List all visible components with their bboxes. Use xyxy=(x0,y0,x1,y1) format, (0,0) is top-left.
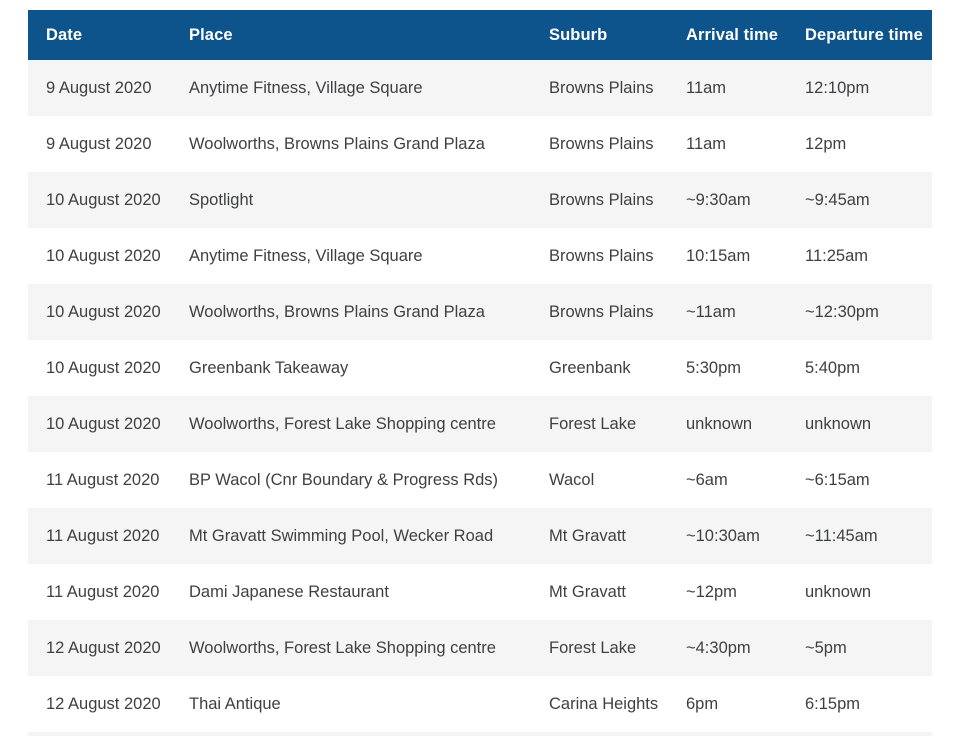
cell-place: Anytime Fitness, Village Square xyxy=(189,78,423,97)
cell-date: 12 August 2020 xyxy=(46,694,161,713)
table-row: 10 August 2020 Greenbank Takeaway Greenb… xyxy=(28,340,932,396)
table-row: 12 August 2020 Woolworths, Forest Lake S… xyxy=(28,620,932,676)
cell-arrival-time: 10:15am xyxy=(686,246,751,265)
cell-arrival-time: ~12pm xyxy=(686,582,737,601)
cell-departure-time: 11:25am xyxy=(805,246,868,265)
cell-date: 10 August 2020 xyxy=(46,414,161,433)
cell-place: BP Wacol (Cnr Boundary & Progress Rds) xyxy=(189,470,499,489)
cell-arrival-time: ~11am xyxy=(686,302,736,321)
cell-place: Greenbank Takeaway xyxy=(189,358,349,377)
cell-arrival-time: 6pm xyxy=(686,694,719,713)
cell-departure-time: unknown xyxy=(805,414,872,433)
cell-suburb: Browns Plains xyxy=(549,78,654,97)
cell-date: 10 August 2020 xyxy=(46,358,161,377)
cell-place: Thai Antique xyxy=(189,694,281,713)
table-row: 10 August 2020 Woolworths, Forest Lake S… xyxy=(28,396,932,452)
cell-place: Spotlight xyxy=(189,190,254,209)
cell-place: Woolworths, Forest Lake Shopping centre xyxy=(189,414,496,433)
cell-suburb: Browns Plains xyxy=(549,190,654,209)
cell-place: Woolworths, Browns Plains Grand Plaza xyxy=(189,134,485,153)
cell-suburb: Wacol xyxy=(549,470,595,489)
table-row: 9 August 2020 Woolworths, Browns Plains … xyxy=(28,116,932,172)
table-row: 9 August 2020 Anytime Fitness, Village S… xyxy=(28,60,932,116)
cell-date: 10 August 2020 xyxy=(46,302,161,321)
cell-date: 11 August 2020 xyxy=(46,526,160,545)
table-row: 12 August 2020 Thai Antique Carina Heigh… xyxy=(28,676,932,732)
cell-place: Woolworths, Browns Plains Grand Plaza xyxy=(189,302,485,321)
cell-departure-time: ~6:15am xyxy=(805,470,870,489)
cell-suburb: Carina Heights xyxy=(549,694,659,713)
cell-date: 11 August 2020 xyxy=(46,470,160,489)
column-header-date: Date xyxy=(28,10,171,60)
cell-date: 10 August 2020 xyxy=(46,246,161,265)
table-row: 10 August 2020 Woolworths, Browns Plains… xyxy=(28,284,932,340)
cell-departure-time: ~12:30pm xyxy=(805,302,879,321)
cell-departure-time: ~5pm xyxy=(805,638,847,657)
cell-arrival-time: ~10:30am xyxy=(686,526,760,545)
table-header: Date Place Suburb Arrival time Departure… xyxy=(28,10,932,60)
exposure-sites-table: Date Place Suburb Arrival time Departure… xyxy=(28,10,932,732)
cell-departure-time: 5:40pm xyxy=(805,358,861,377)
cell-suburb: Browns Plains xyxy=(549,302,654,321)
column-header-arrival: Arrival time xyxy=(668,10,787,60)
column-header-suburb: Suburb xyxy=(531,10,668,60)
cell-date: 11 August 2020 xyxy=(46,582,160,601)
cell-date: 10 August 2020 xyxy=(46,190,161,209)
cell-arrival-time: ~4:30pm xyxy=(686,638,751,657)
cell-suburb: Forest Lake xyxy=(549,414,637,433)
cell-date: 9 August 2020 xyxy=(46,78,152,97)
cell-arrival-time: ~9:30am xyxy=(686,190,751,209)
table-row: 11 August 2020 BP Wacol (Cnr Boundary & … xyxy=(28,452,932,508)
cell-arrival-time: 5:30pm xyxy=(686,358,742,377)
table-row: 11 August 2020 Mt Gravatt Swimming Pool,… xyxy=(28,508,932,564)
cell-suburb: Mt Gravatt xyxy=(549,526,627,545)
cell-place: Woolworths, Forest Lake Shopping centre xyxy=(189,638,496,657)
partial-next-row xyxy=(28,732,932,736)
cell-arrival-time: unknown xyxy=(686,414,753,433)
cell-date: 9 August 2020 xyxy=(46,134,152,153)
column-header-place: Place xyxy=(171,10,531,60)
table-body: 9 August 2020 Anytime Fitness, Village S… xyxy=(28,60,932,732)
cell-place: Anytime Fitness, Village Square xyxy=(189,246,423,265)
cell-suburb: Browns Plains xyxy=(549,246,654,265)
cell-departure-time: ~11:45am xyxy=(805,526,878,545)
cell-departure-time: 6:15pm xyxy=(805,694,861,713)
column-header-departure: Departure time xyxy=(787,10,932,60)
cell-arrival-time: ~6am xyxy=(686,470,728,489)
table-row: 10 August 2020 Anytime Fitness, Village … xyxy=(28,228,932,284)
cell-arrival-time: 11am xyxy=(686,78,727,97)
cell-departure-time: 12:10pm xyxy=(805,78,870,97)
cell-suburb: Browns Plains xyxy=(549,134,654,153)
cell-suburb: Mt Gravatt xyxy=(549,582,627,601)
cell-departure-time: ~9:45am xyxy=(805,190,870,209)
cell-place: Dami Japanese Restaurant xyxy=(189,582,389,601)
cell-arrival-time: 11am xyxy=(686,134,727,153)
table-row: 11 August 2020 Dami Japanese Restaurant … xyxy=(28,564,932,620)
table-header-row: Date Place Suburb Arrival time Departure… xyxy=(28,10,932,60)
cell-suburb: Forest Lake xyxy=(549,638,637,657)
cell-departure-time: 12pm xyxy=(805,134,847,153)
cell-date: 12 August 2020 xyxy=(46,638,161,657)
cell-suburb: Greenbank xyxy=(549,358,631,377)
table-row: 10 August 2020 Spotlight Browns Plains ~… xyxy=(28,172,932,228)
cell-departure-time: unknown xyxy=(805,582,872,601)
cell-place: Mt Gravatt Swimming Pool, Wecker Road xyxy=(189,526,494,545)
